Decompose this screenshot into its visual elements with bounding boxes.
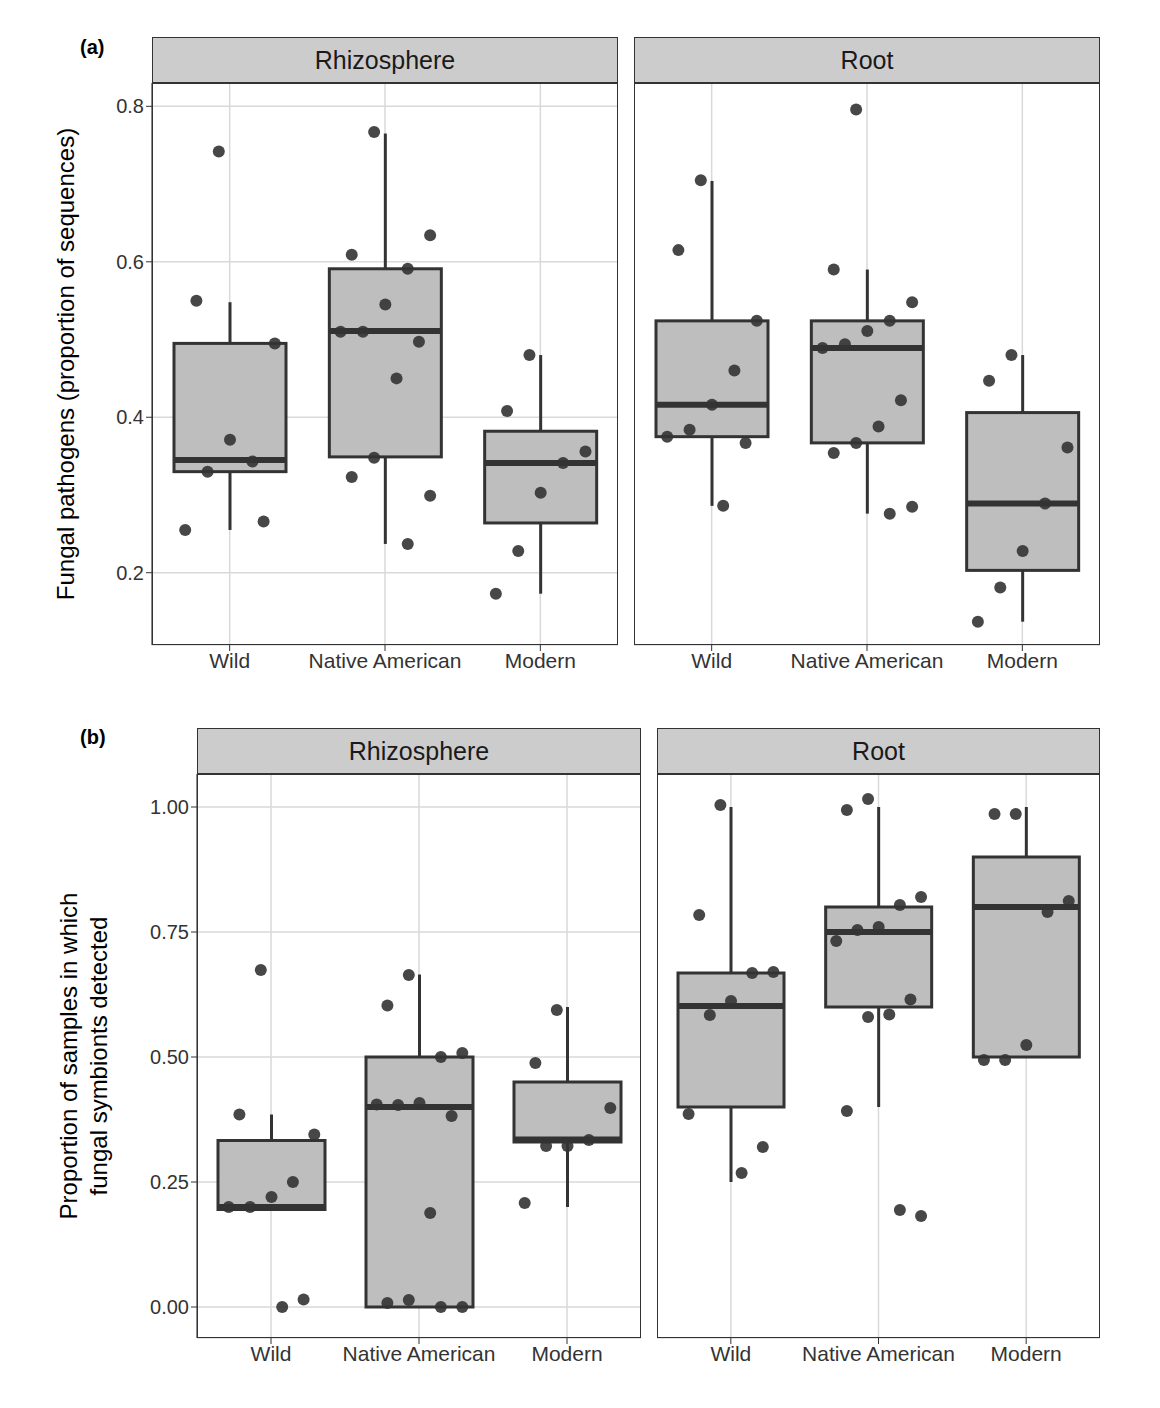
svg-text:0.4: 0.4	[116, 406, 144, 428]
html-text:(b): (b)	[80, 726, 106, 748]
html-text:Rhizosphere: Rhizosphere	[314, 45, 456, 74]
html-text:Rhizosphere: Rhizosphere	[348, 736, 490, 765]
svg-text:0.00: 0.00	[150, 1296, 189, 1318]
html-text:Proportion of samples in which: Proportion of samples in which fungal sy…	[55, 892, 112, 1220]
svg-text:Wild: Wild	[251, 1342, 292, 1365]
svg-text:Modern: Modern	[991, 1342, 1062, 1365]
svg-text:Native American: Native American	[791, 649, 944, 672]
svg-text:Native American: Native American	[343, 1342, 496, 1365]
svg-text:0.2: 0.2	[116, 562, 144, 584]
svg-text:Native American: Native American	[309, 649, 462, 672]
html-text:(a): (a)	[80, 36, 105, 58]
svg-text:Wild: Wild	[691, 649, 732, 672]
svg-text:0.50: 0.50	[150, 1046, 189, 1068]
html-text:Root: Root	[840, 45, 894, 74]
svg-text:Modern: Modern	[505, 649, 576, 672]
svg-text:Wild: Wild	[209, 649, 250, 672]
svg-text:1.00: 1.00	[150, 796, 189, 818]
svg-text:0.25: 0.25	[150, 1171, 189, 1193]
svg-text:0.75: 0.75	[150, 921, 189, 943]
svg-text:0.8: 0.8	[116, 95, 144, 117]
svg-text:Modern: Modern	[987, 649, 1058, 672]
html-text:Fungal pathogens (proportion o: Fungal pathogens (proportion of sequence…	[52, 127, 79, 601]
svg-text:Native American: Native American	[802, 1342, 955, 1365]
svg-text:0.6: 0.6	[116, 251, 144, 273]
svg-text:Modern: Modern	[531, 1342, 602, 1365]
svg-text:Wild: Wild	[710, 1342, 751, 1365]
html-text:Root: Root	[852, 736, 905, 765]
